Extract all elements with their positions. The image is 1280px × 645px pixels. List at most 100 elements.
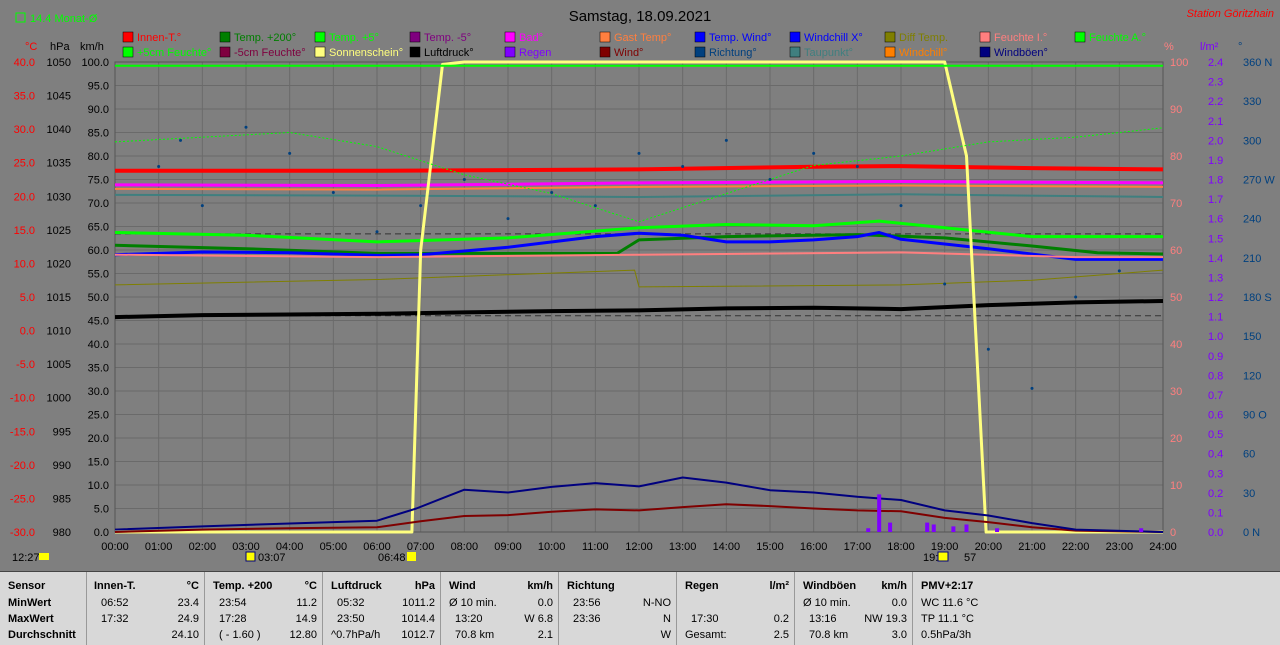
- temp-tick-label: -30.0: [10, 527, 35, 539]
- line-temp-wind: [114, 231, 1163, 261]
- innen-max-time: 17:32: [101, 613, 129, 625]
- wind-tick-label: 40.0: [88, 339, 109, 351]
- bar-regen: [964, 524, 969, 532]
- druck-unit: hPa: [414, 580, 435, 592]
- rain-tick-label: 1.0: [1208, 331, 1223, 343]
- time-tick-label: 20:00: [975, 541, 1003, 553]
- time-tick-label: 04:00: [276, 541, 304, 553]
- press-tick-label: 1030: [47, 191, 71, 203]
- legend-label: Feuchte A.°: [1089, 32, 1146, 44]
- legend-label: Diff Temp.: [899, 32, 948, 44]
- hum-tick-label: 70: [1170, 198, 1182, 210]
- legend-swatch: [979, 31, 991, 43]
- dir-tick-label: 60: [1243, 449, 1255, 461]
- temp-tick-label: 0.0: [20, 326, 35, 338]
- time-tick-label: 10:00: [538, 541, 566, 553]
- legend-label: -5cm Feuchte°: [234, 47, 306, 59]
- rain-tick-label: 0.8: [1208, 370, 1223, 382]
- legend-swatch: [314, 31, 326, 43]
- legend-swatch: [789, 46, 801, 58]
- rain-tick-label: 2.4: [1208, 57, 1223, 69]
- bar-regen: [931, 524, 936, 532]
- wind-tick-label: 10.0: [88, 480, 109, 492]
- point-richtung: [550, 191, 554, 195]
- point-richtung: [593, 204, 597, 208]
- wind-tick-label: 95.0: [88, 81, 109, 93]
- time-tick-label: 15:00: [756, 541, 784, 553]
- temp-tick-label: 15.0: [14, 225, 35, 237]
- dir-tick-label: 300: [1243, 135, 1261, 147]
- boeen-unit: km/h: [881, 580, 907, 592]
- richtung-min-value: N-NO: [642, 597, 671, 609]
- line-luftdruck: [114, 299, 1164, 320]
- legend-swatch: [1074, 31, 1086, 43]
- point-richtung: [681, 164, 685, 168]
- hum-tick-label: 20: [1170, 433, 1182, 445]
- legend-label: Temp. +5°: [329, 32, 379, 44]
- legend-label: +5cm Feuchte°: [137, 47, 211, 59]
- legend-swatch: [314, 46, 326, 58]
- legend-label: Bad°: [519, 32, 543, 44]
- press-tick-label: 1015: [47, 292, 71, 304]
- press-tick-label: 985: [53, 493, 71, 505]
- sunset-time-b: 57: [964, 552, 976, 564]
- temp-unit: °C: [25, 41, 37, 53]
- press-tick-label: 1025: [47, 225, 71, 237]
- wind-tick-label: 5.0: [94, 504, 109, 516]
- dir-tick-label: 120: [1243, 370, 1261, 382]
- hum-tick-label: 50: [1170, 292, 1182, 304]
- hum-tick-label: 10: [1170, 480, 1182, 492]
- temp-tick-label: -20.0: [10, 460, 35, 472]
- line-windb-en: [114, 476, 1164, 533]
- press-tick-label: 1005: [47, 359, 71, 371]
- point-richtung: [812, 151, 816, 155]
- legend-label: Sonnenschein°: [329, 47, 403, 59]
- temp-tick-label: 20.0: [14, 191, 35, 203]
- time-tick-label: 02:00: [189, 541, 217, 553]
- point-richtung: [768, 178, 772, 181]
- time-tick-label: 14:00: [713, 541, 741, 553]
- legend-label: Wind°: [614, 47, 643, 59]
- legend-label: Taupunkt°: [804, 47, 853, 59]
- rain-tick-label: 0.1: [1208, 507, 1223, 519]
- now-marker-icon: [39, 553, 49, 560]
- pmv-header: PMV+2:17: [921, 580, 974, 592]
- rain-tick-label: 2.0: [1208, 135, 1223, 147]
- line-gast-temp: [114, 184, 1164, 191]
- point-richtung: [1117, 269, 1121, 273]
- moon-icon: [245, 551, 256, 562]
- point-richtung: [943, 282, 947, 286]
- temp200-header: Temp. +200: [213, 580, 273, 592]
- time-tick-label: 23:00: [1106, 541, 1134, 553]
- boeen-header: Windböen: [803, 580, 857, 592]
- rain-tick-label: 1.7: [1208, 194, 1223, 206]
- line-temp-5: [114, 219, 1163, 244]
- legend-label: Innen-T.°: [137, 32, 181, 44]
- hum-tick-label: 90: [1170, 104, 1182, 116]
- axis-labels: 40.0 35.0 30.0 25.0 20.0 15.0 10.0 5.0 0.0 -5.0 -1…: [10, 57, 1275, 553]
- dir-tick-label: 30: [1243, 488, 1255, 500]
- innen-header: Innen-T.: [94, 580, 136, 592]
- series-layer: [114, 60, 1164, 534]
- legend-swatch: [599, 31, 611, 43]
- bar-regen: [1139, 528, 1144, 532]
- temp-tick-label: 40.0: [14, 57, 35, 69]
- rain-tick-label: 1.3: [1208, 272, 1223, 284]
- regen-max-time: 17:30: [691, 613, 719, 625]
- legend-swatch: [409, 31, 421, 43]
- point-richtung: [1030, 386, 1034, 390]
- regen-header: Regen: [685, 580, 719, 592]
- line-taupunkt: [114, 193, 1164, 198]
- regen-unit: l/m²: [769, 580, 789, 592]
- wind-unit: km/h: [80, 41, 104, 53]
- point-richtung: [986, 347, 990, 351]
- sunrise-time: 06:48: [378, 552, 406, 564]
- pmv-taupunkt: TP 11.1 °C: [921, 613, 974, 625]
- hum-tick-label: 60: [1170, 245, 1182, 257]
- stats-col-pmv: PMV+2:17 WC 11.6 °C TP 11.1 °C 0.5hPa/3h: [912, 572, 1280, 645]
- bar-regen: [866, 528, 871, 532]
- hum-tick-label: 0: [1170, 527, 1176, 539]
- wind-max-value: W 6.8: [524, 613, 553, 625]
- point-richtung: [855, 164, 859, 168]
- press-tick-label: 1020: [47, 258, 71, 270]
